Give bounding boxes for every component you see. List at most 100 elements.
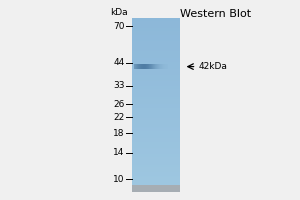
Bar: [132, 92, 180, 93]
Bar: [132, 186, 180, 187]
Bar: [132, 24, 180, 25]
Bar: [132, 124, 180, 125]
Bar: [132, 21, 180, 22]
Bar: [132, 89, 180, 90]
Bar: [132, 183, 180, 184]
Text: 18: 18: [113, 129, 124, 138]
Bar: [132, 184, 180, 185]
Bar: [132, 57, 180, 58]
Text: 14: 14: [113, 148, 124, 157]
Bar: [132, 70, 180, 71]
Bar: [132, 164, 180, 165]
Bar: [132, 160, 180, 161]
Bar: [132, 156, 180, 157]
Bar: [132, 90, 180, 91]
Bar: [132, 29, 180, 30]
Bar: [132, 111, 180, 112]
Bar: [132, 148, 180, 149]
Bar: [132, 155, 180, 156]
Bar: [132, 77, 180, 78]
Bar: [132, 85, 180, 86]
Bar: [132, 27, 180, 28]
Bar: [132, 143, 180, 144]
Bar: [132, 62, 180, 63]
Bar: [132, 38, 180, 39]
Bar: [132, 171, 180, 172]
Bar: [132, 144, 180, 145]
Bar: [132, 94, 180, 95]
Bar: [132, 83, 180, 84]
Bar: [132, 149, 180, 150]
Bar: [132, 55, 180, 56]
Bar: [132, 189, 180, 190]
Bar: [132, 118, 180, 119]
Bar: [132, 152, 180, 153]
Bar: [132, 31, 180, 32]
Bar: [132, 116, 180, 117]
Bar: [132, 161, 180, 162]
Bar: [132, 180, 180, 181]
Bar: [132, 136, 180, 137]
Bar: [132, 93, 180, 94]
Bar: [132, 59, 180, 60]
Bar: [132, 64, 180, 65]
Bar: [132, 159, 180, 160]
Bar: [132, 99, 180, 100]
Bar: [132, 151, 180, 152]
Bar: [132, 54, 180, 55]
Bar: [132, 79, 180, 80]
Bar: [132, 87, 180, 88]
Bar: [132, 58, 180, 59]
Bar: [132, 131, 180, 132]
Bar: [132, 112, 180, 113]
Bar: [132, 26, 180, 27]
Bar: [132, 157, 180, 158]
Bar: [132, 86, 180, 87]
Bar: [132, 51, 180, 52]
Bar: [132, 71, 180, 72]
Bar: [132, 158, 180, 159]
Bar: [132, 104, 180, 105]
Bar: [132, 113, 180, 114]
Bar: [132, 44, 180, 45]
Bar: [132, 96, 180, 97]
Bar: [132, 19, 180, 20]
Bar: [132, 40, 180, 41]
Bar: [132, 49, 180, 50]
Bar: [132, 182, 180, 183]
Text: 42kDa: 42kDa: [199, 62, 228, 71]
Bar: [132, 130, 180, 131]
Bar: [132, 84, 180, 85]
Bar: [132, 56, 180, 57]
Bar: [132, 178, 180, 179]
Bar: [132, 18, 180, 19]
Text: 33: 33: [113, 81, 124, 90]
Bar: [132, 127, 180, 128]
Bar: [132, 98, 180, 99]
Bar: [132, 63, 180, 64]
Bar: [132, 166, 180, 167]
Bar: [132, 181, 180, 182]
Bar: [132, 147, 180, 148]
Bar: [132, 163, 180, 164]
Bar: [132, 187, 180, 188]
Bar: [132, 95, 180, 96]
Bar: [132, 103, 180, 104]
Bar: [132, 36, 180, 37]
Bar: [132, 74, 180, 75]
Bar: [132, 110, 180, 111]
Bar: [132, 121, 180, 122]
Bar: [132, 45, 180, 46]
Bar: [132, 176, 180, 177]
Bar: [132, 72, 180, 73]
Bar: [132, 22, 180, 23]
Bar: [132, 52, 180, 53]
Bar: [132, 117, 180, 118]
Bar: [132, 73, 180, 74]
Bar: [132, 34, 180, 35]
Bar: [132, 107, 180, 108]
Bar: [132, 119, 180, 120]
Bar: [132, 32, 180, 33]
Bar: [132, 141, 180, 142]
Bar: [132, 168, 180, 169]
